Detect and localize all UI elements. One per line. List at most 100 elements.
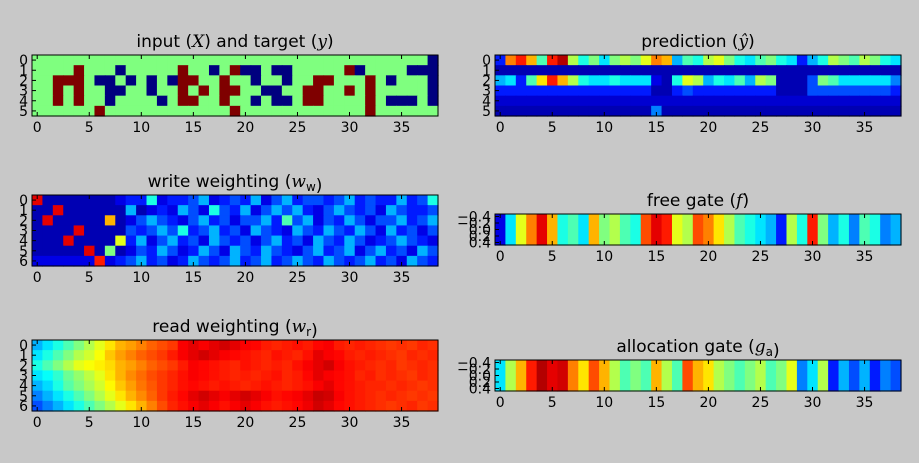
heatmap-cell: [692, 95, 704, 107]
heatmap-cell: [146, 390, 158, 402]
heatmap-cell: [198, 225, 210, 237]
heatmap-cell: [250, 235, 262, 247]
heatmap-cell: [271, 255, 283, 267]
heatmap-cell: [838, 85, 850, 97]
chart-title: read weighting (wr): [152, 317, 317, 341]
heatmap-cell: [219, 400, 231, 412]
heatmap-cell: [313, 370, 325, 382]
heatmap-cell: [744, 360, 756, 392]
heatmap-cell: [219, 245, 231, 257]
heatmap-cell: [125, 245, 137, 257]
heatmap-cell: [115, 215, 127, 227]
y-tick-label: 0: [19, 338, 28, 354]
heatmap-cell: [84, 215, 96, 227]
heatmap-cell: [167, 370, 179, 382]
y-tick-label: 5: [19, 104, 28, 120]
heatmap-cell: [838, 214, 850, 246]
heatmap-cell: [198, 350, 210, 361]
heatmap-cell: [84, 195, 96, 206]
heatmap-cell: [375, 235, 387, 247]
heatmap-cell: [63, 350, 75, 361]
heatmap-cell: [229, 85, 241, 97]
heatmap-cell: [578, 214, 590, 246]
heatmap-cell: [344, 340, 356, 351]
heatmap-cell: [32, 75, 44, 87]
heatmap-cell: [682, 85, 694, 97]
heatmap-cell: [63, 225, 75, 237]
y-tick-label: 1: [19, 63, 28, 79]
heatmap-cell: [344, 225, 356, 237]
heatmap-cell: [599, 65, 611, 76]
heatmap-cell: [880, 85, 892, 97]
heatmap-cell: [640, 95, 652, 107]
heatmap-cell: [146, 235, 158, 247]
heatmap-cell: [724, 65, 736, 76]
heatmap-cell: [177, 85, 189, 97]
heatmap-cell: [682, 360, 694, 392]
heatmap-cell: [219, 195, 231, 206]
heatmap-cell: [630, 95, 642, 107]
heatmap-cell: [229, 215, 241, 227]
heatmap-cell: [828, 65, 840, 76]
heatmap-cell: [333, 380, 345, 392]
heatmap-cell: [73, 370, 85, 382]
heatmap-cell: [609, 85, 621, 97]
heatmap-cell: [776, 65, 788, 76]
heatmap-cell: [63, 95, 75, 107]
heatmap-cell: [240, 390, 252, 402]
heatmap-cell: [619, 360, 631, 392]
heatmap-cell: [250, 75, 262, 87]
heatmap-cell: [354, 255, 366, 267]
heatmap-cell: [406, 390, 418, 402]
heatmap-cell: [198, 215, 210, 227]
heatmap-cell: [557, 55, 569, 66]
heatmap-cell: [578, 55, 590, 66]
heatmap-cell: [281, 390, 293, 402]
heatmap-cell: [156, 400, 168, 412]
heatmap-cell: [313, 195, 325, 206]
heatmap-cell: [156, 215, 168, 227]
heatmap-cell: [250, 255, 262, 267]
heatmap-cell: [42, 245, 54, 257]
heatmap-cell: [261, 255, 273, 267]
heatmap-cell: [156, 205, 168, 216]
heatmap-cell: [344, 65, 356, 76]
heatmap-cell: [229, 245, 241, 257]
heatmap-cell: [385, 245, 397, 257]
heatmap-cell: [848, 65, 860, 76]
heatmap-cell: [651, 85, 663, 97]
heatmap-cell: [104, 105, 116, 117]
heatmap-cell: [661, 65, 673, 76]
heatmap-cell: [406, 105, 418, 117]
heatmap-cell: [333, 370, 345, 382]
heatmap-cell: [32, 225, 44, 237]
heatmap-cell: [396, 75, 408, 87]
heatmap-cell: [261, 85, 273, 97]
heatmap-cell: [281, 225, 293, 237]
x-tick-label: 30: [804, 120, 822, 136]
heatmap-cell: [63, 245, 75, 257]
heatmap-cell: [261, 370, 273, 382]
heatmap-cell: [365, 390, 377, 402]
heatmap-cell: [136, 370, 148, 382]
heatmap-cell: [869, 85, 881, 97]
heatmap-cell: [146, 55, 158, 66]
heatmap-cell: [208, 75, 220, 87]
heatmap-cell: [375, 255, 387, 267]
heatmap-cell: [599, 95, 611, 107]
heatmap-cell: [52, 380, 64, 392]
heatmap-cell: [838, 95, 850, 107]
heatmap-cell: [302, 215, 314, 227]
heatmap-cell: [671, 75, 683, 87]
heatmap-cell: [63, 215, 75, 227]
heatmap-cell: [177, 95, 189, 107]
heatmap-cell: [84, 65, 96, 76]
heatmap-cell: [807, 360, 819, 392]
heatmap-cell: [104, 85, 116, 97]
heatmap-cell: [734, 360, 746, 392]
heatmap-cell: [344, 390, 356, 402]
y-tick-label: 5: [19, 389, 28, 405]
heatmap-cell: [94, 340, 106, 351]
heatmap-cell: [536, 95, 548, 107]
heatmap-cell: [250, 215, 262, 227]
